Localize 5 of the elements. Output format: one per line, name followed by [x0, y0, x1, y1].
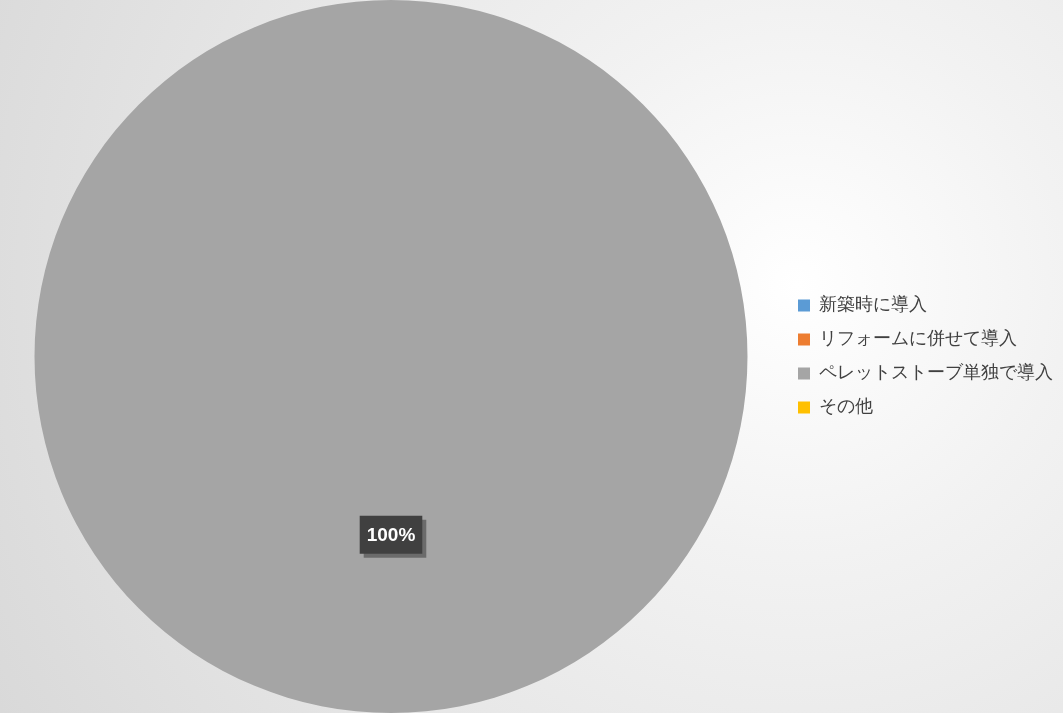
- legend-label: 新築時に導入: [819, 293, 927, 315]
- legend-label: その他: [819, 395, 873, 417]
- data-label: 100%: [366, 523, 416, 545]
- legend-label: ペレットストーブ単独で導入: [819, 361, 1053, 383]
- legend-label: リフォームに併せて導入: [819, 327, 1017, 349]
